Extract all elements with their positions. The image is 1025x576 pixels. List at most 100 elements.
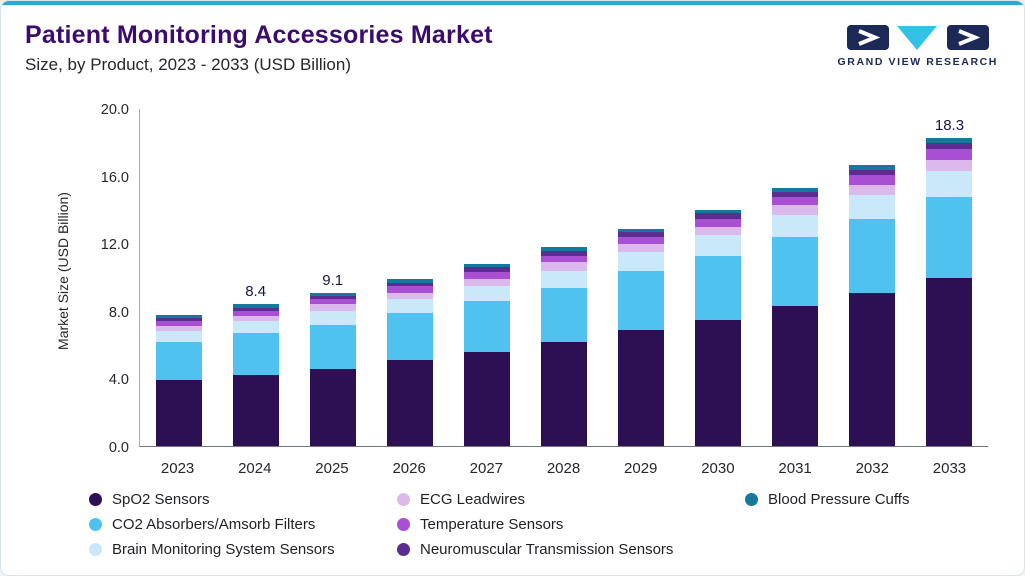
plot-frame: 8.4 9.1 18.3 [139, 109, 988, 447]
segment-co2-absorbers-amsorb-filters-2032 [849, 218, 896, 293]
segment-blood-pressure-cuffs-2024 [232, 304, 279, 308]
legend: SpO2 Sensors CO2 Absorbers/Amsorb Filters… [27, 487, 1004, 562]
bar-stack-2030 [695, 210, 742, 447]
segment-blood-pressure-cuffs-2030 [695, 210, 742, 214]
segment-neuromuscular-transmission-sensors-2032 [849, 169, 896, 175]
legend-dot-icon [397, 518, 410, 531]
segment-brain-monitoring-system-sensors-2026 [386, 299, 433, 313]
segment-ecg-leadwires-2028 [541, 262, 588, 271]
bar-column-2025: 9.1 [294, 109, 371, 447]
segment-co2-absorbers-amsorb-filters-2028 [541, 287, 588, 342]
segment-brain-monitoring-system-sensors-2024 [232, 321, 279, 334]
chart-area: Market Size (USD Billion) 0.0 4.0 8.0 12.0 1… [27, 95, 994, 477]
x-tick-label-2030: 2030 [701, 460, 735, 477]
y-tick-label-20.0: 20.0 [100, 102, 129, 118]
bar-column-2030 [680, 109, 757, 447]
segment-brain-monitoring-system-sensors-2031 [772, 215, 819, 238]
segment-co2-absorbers-amsorb-filters-2027 [463, 301, 510, 352]
segment-temperature-sensors-2030 [695, 218, 742, 227]
x-axis-labels: 2023 2024 2025 2026 2027 2028 2029 2030 2031 2032… [139, 453, 988, 477]
segment-ecg-leadwires-2023 [155, 326, 202, 332]
segment-co2-absorbers-amsorb-filters-2023 [155, 341, 202, 381]
segment-ecg-leadwires-2026 [386, 292, 433, 300]
x-tick-label-2025: 2025 [315, 460, 349, 477]
segment-neuromuscular-transmission-sensors-2024 [232, 307, 279, 312]
segment-spo2-sensors-2031 [772, 306, 819, 446]
bar-stack-2033 [926, 137, 973, 447]
bar-stack-2027 [463, 264, 510, 446]
segment-neuromuscular-transmission-sensors-2023 [155, 317, 202, 322]
bar-stack-2026 [386, 279, 433, 446]
grand-view-research-logo: GRAND VIEW RESEARCH [838, 25, 999, 68]
segment-brain-monitoring-system-sensors-2025 [309, 311, 356, 325]
y-axis-ticks: 0.0 4.0 8.0 12.0 16.0 20.0 [71, 102, 129, 456]
segment-neuromuscular-transmission-sensors-2028 [541, 250, 588, 256]
segment-co2-absorbers-amsorb-filters-2029 [618, 270, 665, 330]
segment-neuromuscular-transmission-sensors-2031 [772, 191, 819, 197]
segment-temperature-sensors-2024 [232, 311, 279, 317]
segment-temperature-sensors-2026 [386, 285, 433, 293]
segment-brain-monitoring-system-sensors-2028 [541, 270, 588, 288]
bar-stack-2031 [772, 188, 819, 446]
bar-column-2027 [448, 109, 525, 446]
segment-ecg-leadwires-2025 [309, 304, 356, 312]
bar-stack-2023 [155, 314, 202, 447]
segment-blood-pressure-cuffs-2032 [849, 164, 896, 170]
legend-label: Temperature Sensors [420, 516, 564, 533]
bar-column-2032 [834, 109, 911, 447]
segment-temperature-sensors-2027 [463, 272, 510, 280]
bar-column-2028 [525, 109, 602, 446]
segment-ecg-leadwires-2027 [463, 279, 510, 286]
bar-column-2024: 8.4 [217, 109, 294, 447]
legend-item-temperature-sensors: Temperature Sensors [397, 516, 745, 533]
x-tick-label-2026: 2026 [392, 460, 426, 477]
x-tick-label-2027: 2027 [469, 460, 504, 477]
segment-blood-pressure-cuffs-2029 [618, 228, 665, 233]
bar-column-2023 [140, 109, 217, 447]
x-tick-label-2031: 2031 [778, 460, 812, 477]
segment-co2-absorbers-amsorb-filters-2030 [695, 255, 742, 320]
logo-text: GRAND VIEW RESEARCH [837, 56, 998, 68]
y-axis-title: Market Size (USD Billion) [55, 191, 71, 350]
segment-spo2-sensors-2026 [386, 360, 433, 446]
segment-brain-monitoring-system-sensors-2023 [155, 331, 202, 342]
bar-column-2026 [371, 109, 448, 446]
header-titles: Patient Monitoring Accessories Market Si… [25, 21, 493, 75]
bar-value-label-2024: 8.4 [245, 283, 267, 301]
segment-blood-pressure-cuffs-2023 [155, 314, 202, 318]
bar-value-label-2033: 18.3 [934, 116, 965, 134]
bar-stack-2028 [541, 247, 588, 446]
segment-temperature-sensors-2032 [849, 174, 896, 185]
x-tick-label-2033: 2033 [932, 460, 967, 477]
legend-label: CO2 Absorbers/Amsorb Filters [112, 516, 316, 533]
y-tick-label-0.0: 0.0 [108, 440, 129, 456]
segment-blood-pressure-cuffs-2025 [309, 292, 356, 297]
legend-item-ecg-leadwires: ECG Leadwires [397, 491, 745, 508]
legend-item-co2-absorbers-amsorb-filters: CO2 Absorbers/Amsorb Filters [89, 516, 397, 533]
segment-neuromuscular-transmission-sensors-2027 [463, 267, 510, 273]
legend-item-brain-monitoring-system-sensors: Brain Monitoring System Sensors [89, 541, 397, 558]
legend-item-blood-pressure-cuffs: Blood Pressure Cuffs [745, 491, 1004, 508]
segment-brain-monitoring-system-sensors-2029 [618, 252, 665, 271]
segment-temperature-sensors-2031 [772, 196, 819, 206]
segment-temperature-sensors-2025 [309, 299, 356, 305]
segment-neuromuscular-transmission-sensors-2025 [309, 296, 356, 300]
segment-brain-monitoring-system-sensors-2032 [849, 194, 896, 219]
bar-column-2031 [757, 109, 834, 446]
segment-spo2-sensors-2030 [695, 319, 742, 447]
legend-dot-icon [89, 543, 102, 556]
legend-item-neuromuscular-transmission-sensors: Neuromuscular Transmission Sensors [397, 541, 745, 558]
segment-blood-pressure-cuffs-2027 [463, 264, 510, 268]
segment-ecg-leadwires-2029 [618, 243, 665, 253]
page-title: Patient Monitoring Accessories Market [25, 21, 493, 49]
segment-temperature-sensors-2023 [155, 321, 202, 327]
x-tick-label-2023: 2023 [160, 460, 195, 477]
segment-spo2-sensors-2029 [618, 329, 665, 446]
segment-temperature-sensors-2029 [618, 237, 665, 244]
segment-blood-pressure-cuffs-2033 [926, 137, 973, 143]
segment-temperature-sensors-2033 [926, 149, 973, 160]
segment-ecg-leadwires-2033 [926, 159, 973, 172]
segment-spo2-sensors-2027 [463, 351, 510, 446]
bar-value-label-2025: 9.1 [322, 271, 344, 289]
segment-blood-pressure-cuffs-2028 [541, 247, 588, 251]
